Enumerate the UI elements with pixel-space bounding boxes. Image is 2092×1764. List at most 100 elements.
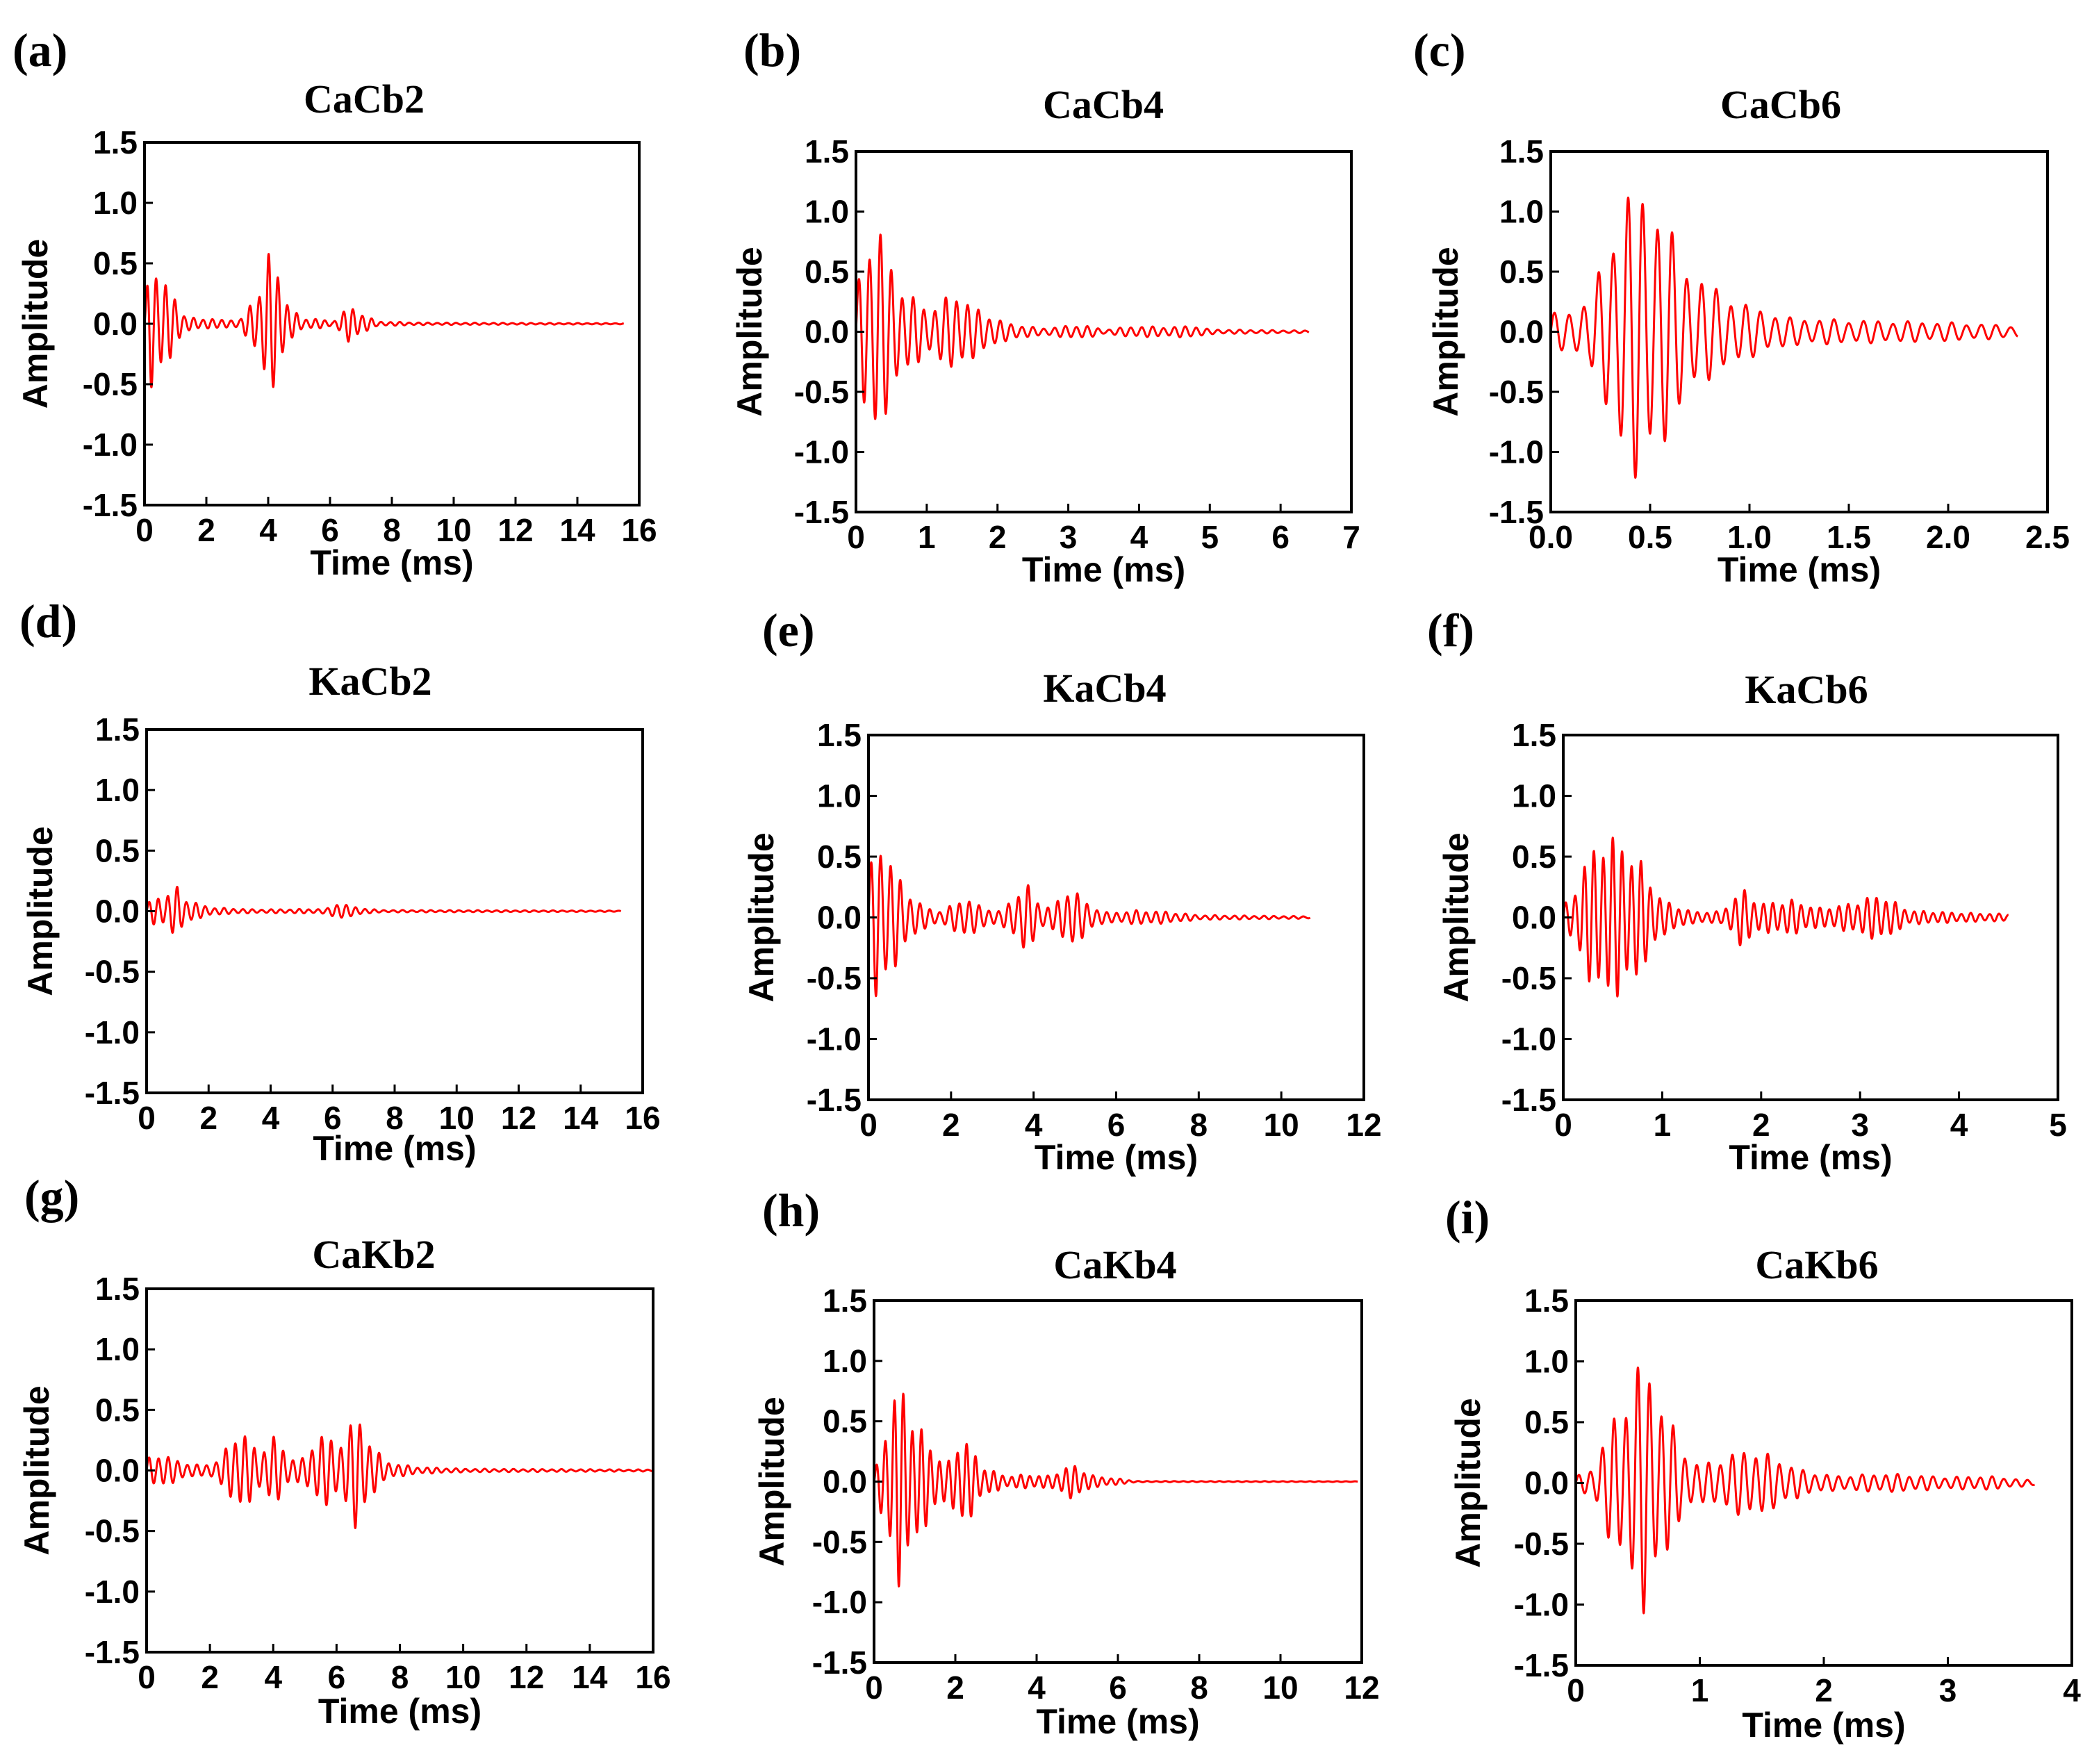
x-tick-label: 12 xyxy=(1344,1670,1379,1706)
y-tick-label: 0.5 xyxy=(823,1403,867,1440)
x-tick-label: 4 xyxy=(2063,1672,2081,1708)
y-tick-label: 0.0 xyxy=(1512,900,1556,936)
panel-label: (c) xyxy=(1413,24,1465,76)
y-tick-label: -1.5 xyxy=(794,494,849,530)
x-tick-label: 2 xyxy=(1815,1672,1833,1708)
y-axis-label: Amplitude xyxy=(16,239,55,409)
chart-title: CaKb4 xyxy=(1053,1242,1176,1287)
x-tick-label: 8 xyxy=(1190,1670,1208,1706)
series-line-cakb2 xyxy=(145,1423,654,1529)
chart-panel-cakb2: (g) CaKb2 0 2 4 6 8 10 12 14 16 1.5 1.0 0.5 0.0 -0.5 -1.… xyxy=(17,1170,671,1731)
y-tick-label: -0.5 xyxy=(85,954,140,990)
y-axis-label: Amplitude xyxy=(21,826,60,996)
y-tick-label: 0.5 xyxy=(95,1392,140,1428)
x-tick-label: 14 xyxy=(559,512,595,548)
x-tick-label: 14 xyxy=(563,1100,599,1136)
y-tick-label: -1.5 xyxy=(1489,494,1544,530)
y-tick-label: 1.0 xyxy=(1499,194,1544,230)
chart-panel-cakb4: (h) CaKb4 0 2 4 6 8 10 12 1.5 1.0 0.5 0.0 -0.5 -1.0 -1.… xyxy=(752,1184,1380,1741)
x-tick-label: 1.0 xyxy=(1727,519,1772,555)
x-tick-label: 12 xyxy=(509,1659,544,1695)
x-tick-label: 3 xyxy=(1851,1107,1869,1143)
x-axis-label: Time (ms) xyxy=(1729,1138,1892,1177)
y-tick-label: -1.0 xyxy=(83,427,138,463)
y-tick-label: 0.5 xyxy=(93,245,138,281)
x-tick-label: 2 xyxy=(201,1659,219,1695)
x-tick-label: 0.5 xyxy=(1628,519,1672,555)
x-tick-label: 2 xyxy=(989,519,1007,555)
x-tick-label: 5 xyxy=(1201,519,1219,555)
y-axis-label: Amplitude xyxy=(752,1396,791,1566)
chart-title: KaCb2 xyxy=(308,659,431,704)
x-tick-label: 0 xyxy=(847,519,865,555)
y-tick-label: 0.5 xyxy=(1499,254,1544,290)
x-tick-label: 8 xyxy=(386,1100,404,1136)
y-tick-label: -1.0 xyxy=(85,1014,140,1050)
x-tick-label: 12 xyxy=(501,1100,536,1136)
plot-frame xyxy=(855,150,1353,513)
y-tick-label: 0.5 xyxy=(817,839,862,875)
x-tick-label: 6 xyxy=(324,1100,342,1136)
chart-panel-cacb4: (b) CaCb4 0 1 2 3 4 5 6 7 1.5 1.0 0.5 0.0 -0.5 -1.0 -1.5… xyxy=(730,24,1360,589)
x-tick-label: 4 xyxy=(1028,1670,1046,1706)
chart-panel-cakb6: (i) CaKb6 0 1 2 3 4 1.5 1.0 0.5 0.0 -0.5 -1.0 -1.5 Tim… xyxy=(1445,1191,2081,1745)
panel-label: (g) xyxy=(24,1170,79,1223)
y-tick-label: -1.5 xyxy=(85,1634,140,1670)
x-tick-label: 3 xyxy=(1939,1672,1957,1708)
x-tick-label: 8 xyxy=(391,1659,409,1695)
y-tick-label: -1.5 xyxy=(812,1645,867,1681)
y-tick-label: 0.0 xyxy=(95,1453,140,1489)
chart-title: CaCb6 xyxy=(1720,82,1841,127)
chart-title: CaCb4 xyxy=(1043,82,1164,127)
panel-label: (f) xyxy=(1427,604,1474,657)
y-tick-label: -1.0 xyxy=(1489,434,1544,470)
x-tick-label: 3 xyxy=(1060,519,1078,555)
x-axis-label: Time (ms) xyxy=(310,543,473,582)
x-tick-label: 4 xyxy=(1950,1107,1968,1143)
series-line-cacb6 xyxy=(1549,196,2019,479)
x-tick-label: 2.0 xyxy=(1926,519,1970,555)
x-tick-label: 0.0 xyxy=(1529,519,1573,555)
x-tick-label: 10 xyxy=(436,512,471,548)
x-tick-label: 2 xyxy=(942,1107,960,1143)
x-tick-label: 16 xyxy=(635,1659,670,1695)
y-tick-label: -1.5 xyxy=(1501,1082,1556,1118)
y-tick-label: 0.5 xyxy=(805,254,849,290)
x-tick-label: 10 xyxy=(1264,1107,1299,1143)
y-axis-label: Amplitude xyxy=(1437,832,1476,1002)
panel-label: (e) xyxy=(762,604,814,657)
x-tick-label: 4 xyxy=(1130,519,1148,555)
y-tick-label: 0.0 xyxy=(817,900,862,936)
series-line-cacb2 xyxy=(143,253,625,388)
y-tick-label: 1.5 xyxy=(95,1271,140,1307)
y-tick-label: -1.0 xyxy=(807,1021,862,1057)
x-axis-label: Time (ms) xyxy=(313,1129,476,1168)
x-axis-label: Time (ms) xyxy=(318,1692,481,1731)
y-tick-label: 0.0 xyxy=(93,306,138,342)
x-tick-label: 1 xyxy=(1654,1107,1672,1143)
x-tick-label: 7 xyxy=(1342,519,1360,555)
x-tick-label: 10 xyxy=(445,1659,481,1695)
y-tick-label: 1.5 xyxy=(93,124,138,160)
x-tick-label: 0 xyxy=(1567,1672,1585,1708)
x-tick-label: 8 xyxy=(1190,1107,1208,1143)
y-axis-label: Amplitude xyxy=(1426,247,1465,416)
chart-title: CaKb6 xyxy=(1755,1242,1878,1287)
x-tick-label: 14 xyxy=(572,1659,608,1695)
chart-title: KaCb4 xyxy=(1043,666,1166,711)
y-tick-label: 0.0 xyxy=(1499,314,1544,350)
x-tick-label: 4 xyxy=(264,1659,282,1695)
y-tick-label: 1.0 xyxy=(95,772,140,808)
y-tick-label: -1.5 xyxy=(83,487,138,523)
y-tick-label: 1.0 xyxy=(1524,1344,1569,1380)
x-tick-label: 10 xyxy=(439,1100,475,1136)
x-tick-label: 0 xyxy=(135,512,154,548)
x-axis-label: Time (ms) xyxy=(1718,550,1881,589)
chart-panel-kacb2: (d) KaCb2 0 2 4 6 8 10 12 14 16 1.5 1.0 0.5 0.0 -0.5 -1.… xyxy=(19,595,661,1168)
y-tick-label: 0.0 xyxy=(1524,1465,1569,1501)
y-tick-label: -1.0 xyxy=(85,1574,140,1610)
x-tick-label: 16 xyxy=(625,1100,660,1136)
y-tick-label: 0.5 xyxy=(95,832,140,868)
x-tick-label: 6 xyxy=(1271,519,1290,555)
